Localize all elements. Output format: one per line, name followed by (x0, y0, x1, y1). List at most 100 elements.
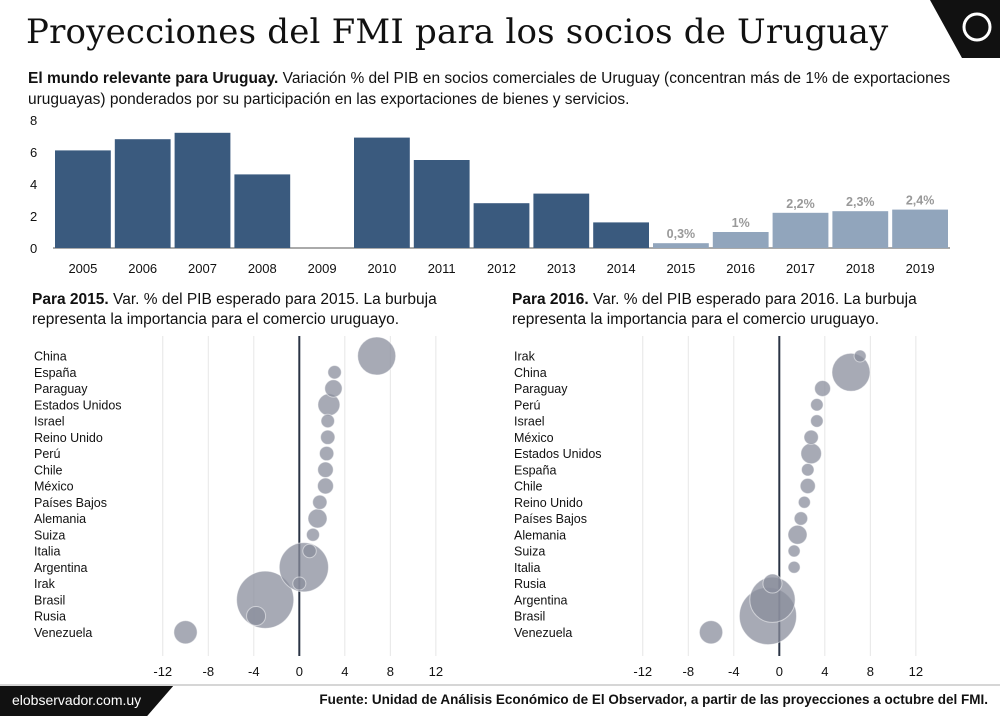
bubble-chart-2015: China España Paraguay Estados Unidos Israel R… (34, 336, 443, 679)
bar-2012 (473, 203, 530, 248)
y-tick-label-0: 0 (30, 241, 37, 256)
b2016-bubble-7 (800, 462, 815, 477)
bar-2006 (114, 139, 171, 248)
b2015-country-label-10: Alemania (34, 512, 86, 526)
b2015-bubble-11 (305, 527, 320, 542)
b2016-country-label-2: Paraguay (514, 382, 568, 396)
bar-2005 (55, 150, 111, 248)
b2015-country-label-0: China (34, 350, 67, 364)
b2016-country-label-14: Rusia (514, 577, 546, 591)
b2016-bubble-14 (762, 573, 783, 594)
b2015-bubble-17 (173, 620, 198, 645)
b2016-country-label-13: Italia (514, 561, 540, 575)
b2015-country-label-12: Italia (34, 545, 60, 559)
bar-data-label-2015: 0,3% (667, 227, 696, 241)
b2016-country-label-17: Venezuela (514, 626, 572, 640)
x-tick-label-2017: 2017 (786, 261, 815, 276)
panel-2016-subtitle: Para 2016. Var. % del PIB esperado para … (512, 290, 952, 330)
bar-data-label-2019: 2,4% (906, 194, 935, 208)
b2015-country-label-2: Paraguay (34, 382, 88, 396)
bar-2019 (892, 209, 948, 248)
page-title: Proyecciones del FMI para los socios de … (26, 12, 889, 52)
b2015-bubble-0 (357, 336, 397, 376)
b2016-bubble-6 (800, 442, 822, 465)
bubble-chart-2016: Irak China Paraguay Perú Israel México Estados… (514, 336, 923, 679)
x-tick-label-2014: 2014 (607, 261, 636, 276)
chart-subtitle: El mundo relevante para Uruguay. Variaci… (28, 68, 983, 110)
y-tick-label-3: 6 (30, 145, 37, 160)
panel-2016-bold: Para 2016. (512, 291, 589, 308)
b2016-bubble-8 (799, 477, 816, 495)
b2016-x-tick-label-5: 8 (867, 664, 874, 679)
b2015-country-label-9: Países Bajos (34, 496, 107, 510)
bar-2017 (772, 212, 829, 248)
b2016-x-tick-label-2: -4 (728, 664, 740, 679)
b2016-country-label-6: Estados Unidos (514, 447, 602, 461)
b2016-country-label-16: Brasil (514, 610, 545, 624)
b2016-bubble-11 (787, 524, 808, 545)
b2015-bubble-10 (307, 508, 328, 529)
b2016-bubble-1 (831, 352, 871, 392)
b2015-bubble-7 (317, 461, 334, 479)
b2016-x-tick-label-4: 4 (821, 664, 828, 679)
b2016-country-label-5: México (514, 431, 554, 445)
panel-2015-text: Var. % del PIB esperado para 2015. La bu… (32, 291, 437, 328)
b2015-bubble-6 (318, 445, 335, 462)
b2016-bubble-13 (787, 560, 801, 574)
b2015-country-label-6: Perú (34, 447, 60, 461)
b2016-country-label-1: China (514, 366, 547, 380)
y-tick-label-4: 8 (30, 113, 37, 128)
x-tick-label-2013: 2013 (547, 261, 576, 276)
b2015-bubble-12 (302, 543, 317, 559)
b2015-country-label-15: Brasil (34, 593, 65, 607)
b2016-bubble-10 (793, 511, 809, 526)
subtitle-bold: El mundo relevante para Uruguay. (28, 70, 279, 87)
site-link[interactable]: elobservador.com.uy (0, 686, 173, 716)
bar-data-label-2017: 2,2% (786, 197, 815, 211)
panel-2015-subtitle: Para 2015. Var. % del PIB esperado para … (32, 290, 472, 330)
b2015-bubble-5 (320, 429, 336, 445)
x-tick-label-2019: 2019 (906, 261, 935, 276)
b2016-bubble-3 (810, 397, 824, 412)
b2016-bubble-4 (810, 414, 824, 428)
b2015-x-tick-label-1: -8 (202, 664, 214, 679)
bar-2015 (653, 243, 709, 248)
y-tick-label-1: 2 (30, 209, 37, 224)
subtitle-text: Variación % del PIB en socios comerciale… (28, 70, 951, 108)
x-tick-label-2016: 2016 (726, 261, 755, 276)
x-tick-label-2010: 2010 (367, 261, 396, 276)
b2016-country-label-4: Israel (514, 415, 545, 429)
b2016-country-label-9: Reino Unido (514, 496, 583, 510)
b2015-bubble-9 (312, 494, 328, 510)
x-tick-label-2018: 2018 (846, 261, 875, 276)
bar-2016 (712, 232, 769, 248)
b2016-country-label-12: Suiza (514, 545, 545, 559)
b2016-bubble-0 (853, 349, 867, 363)
b2016-bubble-12 (787, 544, 801, 558)
b2015-bubble-16 (246, 605, 267, 627)
b2016-country-label-0: Irak (514, 350, 536, 364)
b2015-x-tick-label-4: 4 (341, 664, 348, 679)
b2016-x-tick-label-6: 12 (909, 664, 923, 679)
el-observador-logo-icon (930, 0, 1000, 58)
b2015-bubble-8 (317, 477, 334, 495)
x-tick-label-2005: 2005 (68, 261, 97, 276)
b2016-country-label-11: Alemania (514, 528, 566, 542)
x-tick-label-2009: 2009 (308, 261, 337, 276)
b2016-bubble-17 (698, 620, 724, 645)
b2015-country-label-5: Reino Unido (34, 431, 103, 445)
x-tick-label-2015: 2015 (666, 261, 695, 276)
b2015-x-tick-label-3: 0 (296, 664, 303, 679)
panel-2015-bold: Para 2015. (32, 291, 109, 308)
b2016-x-tick-label-0: -12 (633, 664, 652, 679)
b2015-country-label-11: Suiza (34, 528, 65, 542)
b2016-bubble-9 (797, 495, 811, 509)
b2015-country-label-16: Rusia (34, 610, 66, 624)
b2015-bubble-13 (278, 542, 329, 593)
b2016-country-label-8: Chile (514, 480, 543, 494)
source-note: Fuente: Unidad de Análisis Económico de … (319, 692, 988, 707)
x-tick-label-2012: 2012 (487, 261, 516, 276)
b2016-country-label-15: Argentina (514, 593, 568, 607)
bar-data-label-2018: 2,3% (846, 195, 875, 209)
b2015-country-label-1: España (34, 366, 76, 380)
